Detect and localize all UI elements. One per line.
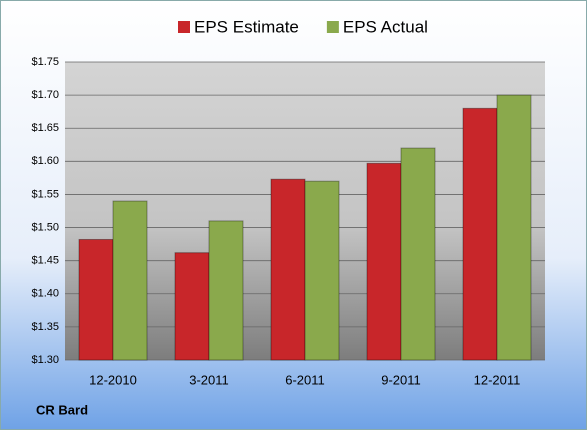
x-tick-label: 3-2011 [189,372,229,387]
y-tick-label: $1.65 [31,122,59,134]
legend-swatch [326,21,339,33]
y-tick-label: $1.70 [31,89,59,101]
y-tick-label: $1.75 [31,56,59,68]
bar [496,94,532,361]
legend-swatch [178,21,190,33]
bar [112,200,148,361]
x-tick-label: 12-2010 [89,372,137,387]
x-tick-label: 12-2011 [474,372,521,387]
y-tick-label: $1.30 [31,354,59,366]
legend-label: EPS Actual [343,17,428,36]
y-tick-label: $1.35 [31,321,59,333]
bar [174,252,210,361]
y-tick-label: $1.55 [31,188,59,200]
y-tick-label: $1.40 [31,288,59,300]
company-label: CR Bard [36,402,88,417]
x-tick-label: 9-2011 [381,372,421,387]
bar [462,107,498,361]
bar [208,220,244,361]
bar [304,180,340,361]
x-tick-label: 6-2011 [285,372,325,387]
y-tick-label: $1.50 [31,221,59,233]
bar [400,147,436,361]
bar [366,162,402,361]
bar [270,178,306,361]
bar [78,238,114,361]
y-tick-label: $1.60 [31,155,59,167]
legend-label: EPS Estimate [194,17,299,36]
y-tick-label: $1.45 [31,255,59,267]
